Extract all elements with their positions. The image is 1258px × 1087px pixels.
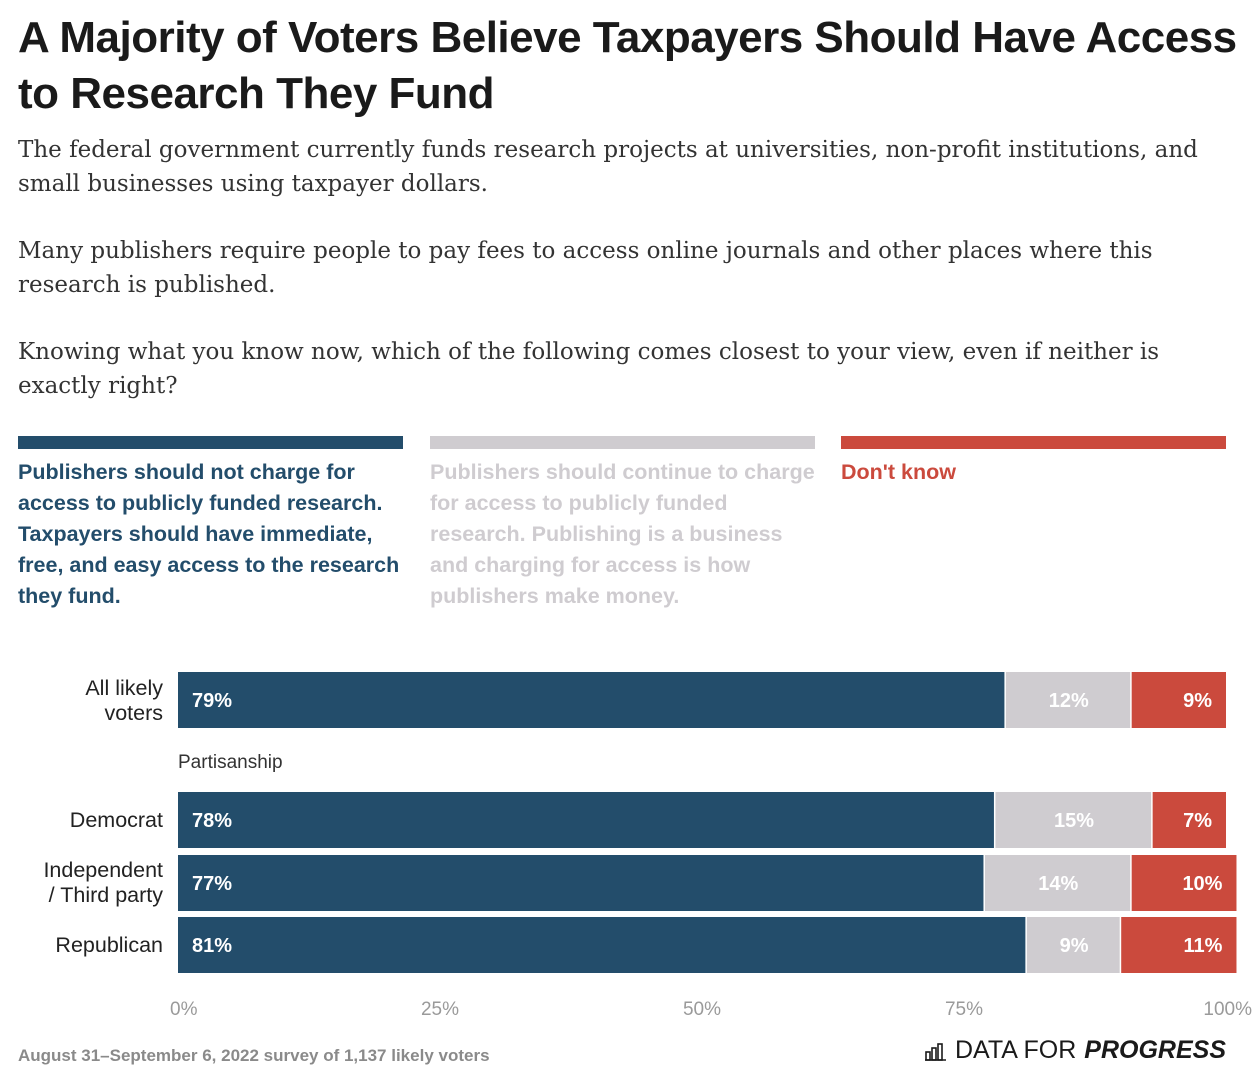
bar-democrat-continue-charge — [995, 792, 1152, 848]
x-tick-label-25: 25% — [421, 999, 459, 1020]
data-label-independent-third-party-dont-know: 10% — [1182, 873, 1222, 895]
legend-swatch-free-access — [18, 436, 403, 449]
chart-title: A Majority of Voters Believe Taxpayers S… — [18, 13, 1237, 118]
brand-text-bold: PROGRESS — [1084, 1036, 1226, 1064]
legend-swatch-dont-know — [841, 436, 1226, 449]
data-label-all-likely-voters-free-access: 79% — [192, 690, 232, 712]
survey-note: August 31–September 6, 2022 survey of 1,… — [18, 1046, 490, 1065]
legend-item-dont-know: Don't know — [841, 436, 1226, 488]
row-label-line: Independent — [43, 858, 163, 882]
data-label-independent-third-party-continue-charge: 14% — [1038, 873, 1078, 895]
bar-independent-third-party-dont-know — [1131, 855, 1237, 911]
data-label-democrat-free-access: 78% — [192, 810, 232, 832]
legend-label-free-access: Publishers should not charge for access … — [18, 460, 400, 608]
x-tick-label-100: 100% — [1203, 999, 1252, 1020]
bar-chart-icon — [924, 1042, 946, 1061]
data-label-republican-continue-charge: 9% — [1060, 935, 1089, 957]
data-label-democrat-dont-know: 7% — [1183, 810, 1212, 832]
brand-text-regular: DATA FOR — [954, 1036, 1077, 1064]
x-tick-label-50: 50% — [683, 999, 721, 1020]
bar-republican-free-access — [178, 917, 1026, 973]
intro-paragraph-3: Knowing what you know now, which of the … — [18, 339, 1160, 399]
data-label-all-likely-voters-continue-charge: 12% — [1049, 690, 1089, 712]
data-label-all-likely-voters-dont-know: 9% — [1183, 690, 1212, 712]
row-label-republican: Republican — [55, 933, 163, 958]
bar-all-likely-voters-free-access — [178, 672, 1005, 728]
row-label-all-likely-voters: All likely voters — [85, 676, 163, 726]
bar-democrat-free-access — [178, 792, 994, 848]
stacked-bar-chart: 79% 12% 9% 78% 15% 7% 77% 14% 10% 81% 9% 11% 0% 25% 50… — [170, 672, 1252, 1020]
row-label-democrat: Democrat — [70, 808, 163, 833]
legend-item-continue-charge: Publishers should continue to charge for… — [430, 436, 815, 612]
data-label-republican-free-access: 81% — [192, 935, 232, 957]
row-label-independent: Independent / Third party — [43, 858, 163, 908]
x-tick-label-0: 0% — [170, 999, 198, 1020]
row-label-line: All likely — [85, 676, 163, 700]
row-label-line: Democrat — [69, 808, 163, 832]
x-tick-label-75: 75% — [945, 999, 983, 1020]
row-label-line: voters — [104, 701, 163, 725]
legend-item-free-access: Publishers should not charge for access … — [18, 436, 403, 612]
data-label-republican-dont-know: 11% — [1184, 935, 1223, 957]
data-label-democrat-continue-charge: 15% — [1054, 810, 1094, 832]
brand-logo: DATA FOR PROGRESS — [924, 1036, 1226, 1065]
row-label-line: / Third party — [48, 883, 163, 907]
intro-paragraph-1: The federal government currently funds r… — [18, 137, 1198, 197]
bar-all-likely-voters-continue-charge — [1005, 672, 1131, 728]
bar-independent-third-party-continue-charge — [984, 855, 1131, 911]
bar-democrat-dont-know — [1152, 792, 1226, 848]
legend-swatch-continue-charge — [430, 436, 815, 449]
data-label-independent-third-party-free-access: 77% — [192, 873, 232, 895]
bar-independent-third-party-free-access — [178, 855, 984, 911]
bar-all-likely-voters-dont-know — [1131, 672, 1226, 728]
bar-republican-continue-charge — [1026, 917, 1120, 973]
legend-label-dont-know: Don't know — [841, 460, 956, 484]
intro-paragraph-2: Many publishers require people to pay fe… — [18, 238, 1153, 298]
row-label-line: Republican — [55, 933, 163, 957]
partisanship-group-label: Partisanship — [178, 752, 283, 773]
bar-republican-dont-know — [1121, 917, 1237, 973]
legend-label-continue-charge: Publishers should continue to charge for… — [430, 460, 815, 608]
